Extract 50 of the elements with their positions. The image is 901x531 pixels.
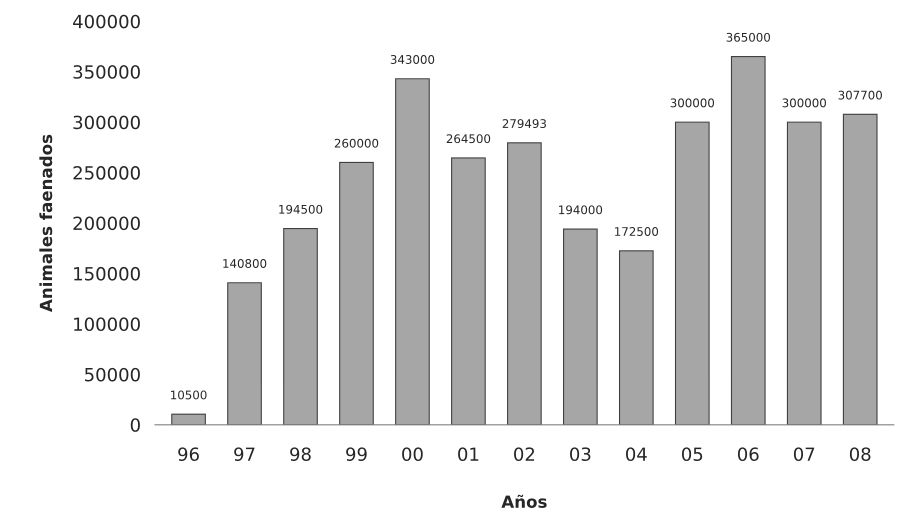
x-tick-label: 02 bbox=[514, 447, 534, 461]
bar bbox=[674, 122, 710, 425]
x-tick-label: 97 bbox=[234, 447, 254, 461]
bar bbox=[618, 250, 654, 425]
bar bbox=[395, 78, 430, 425]
bar bbox=[451, 157, 486, 425]
data-label: 279493 bbox=[502, 119, 546, 128]
y-tick-label: 0 bbox=[130, 418, 140, 432]
x-tick-label: 99 bbox=[346, 447, 367, 461]
y-axis-title: Animales faenados bbox=[39, 134, 52, 312]
y-tick-label: 300000 bbox=[74, 116, 140, 130]
x-axis-title: Años bbox=[501, 494, 547, 508]
data-label: 172500 bbox=[615, 227, 658, 236]
data-label: 260000 bbox=[334, 138, 378, 148]
data-label: 10500 bbox=[171, 390, 207, 400]
data-label: 300000 bbox=[782, 98, 826, 108]
bar bbox=[786, 122, 822, 425]
bar bbox=[171, 414, 206, 425]
bar bbox=[227, 282, 262, 425]
x-tick-label: 96 bbox=[178, 447, 199, 461]
y-tick-label: 400000 bbox=[73, 14, 140, 28]
data-label: 307700 bbox=[838, 90, 882, 100]
bar bbox=[842, 114, 878, 425]
bar bbox=[730, 56, 766, 425]
y-tick-label: 250000 bbox=[73, 166, 140, 180]
x-tick-label: 04 bbox=[626, 447, 647, 461]
bar bbox=[507, 142, 542, 425]
x-tick-label: 00 bbox=[402, 447, 423, 461]
x-tick-label: 98 bbox=[290, 447, 311, 461]
data-label: 365000 bbox=[726, 32, 770, 42]
bar bbox=[339, 162, 374, 425]
x-tick-label: 01 bbox=[458, 447, 478, 461]
bar bbox=[283, 228, 318, 425]
y-tick-label: 350000 bbox=[74, 65, 140, 79]
x-tick-label: 08 bbox=[850, 447, 870, 461]
data-label: 140800 bbox=[223, 259, 266, 268]
data-label: 194000 bbox=[559, 205, 602, 214]
x-tick-label: 06 bbox=[738, 447, 759, 461]
x-tick-label: 05 bbox=[682, 447, 702, 461]
bar bbox=[563, 228, 598, 425]
y-tick-label: 150000 bbox=[74, 266, 140, 281]
data-label: 264500 bbox=[446, 134, 490, 144]
data-label: 194500 bbox=[279, 204, 322, 214]
y-tick-label: 50000 bbox=[85, 368, 140, 382]
data-label: 343000 bbox=[390, 55, 434, 64]
y-tick-label: 100000 bbox=[74, 317, 140, 332]
y-tick-label: 200000 bbox=[73, 216, 140, 230]
x-tick-label: 03 bbox=[570, 447, 590, 461]
x-tick-label: 07 bbox=[794, 447, 814, 461]
data-label: 300000 bbox=[670, 98, 714, 108]
